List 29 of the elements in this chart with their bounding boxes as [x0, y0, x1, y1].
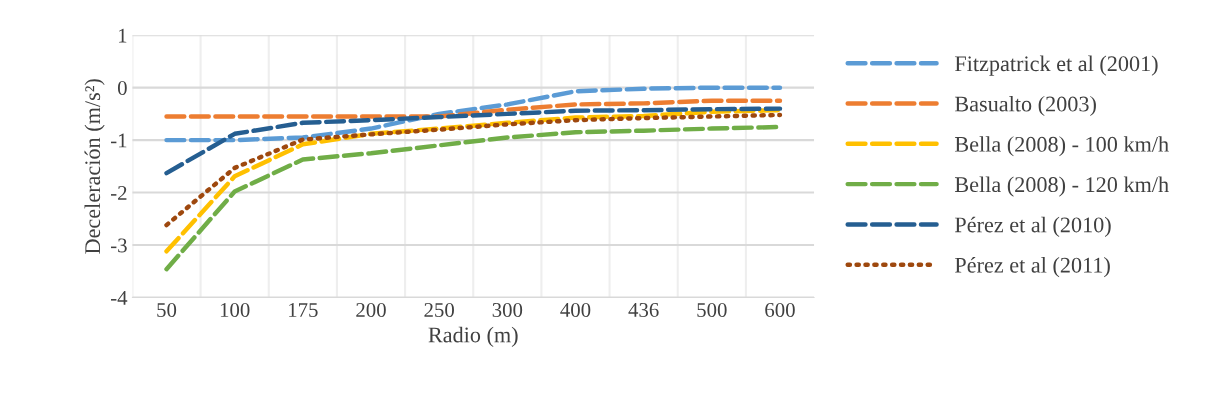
x-tick-label: 200 — [356, 302, 386, 318]
line-series — [164, 106, 783, 176]
x-tick-label: 500 — [697, 302, 727, 318]
x-tick-label: 436 — [628, 303, 659, 318]
line-series — [164, 98, 783, 119]
legend-label: Pérez et al (2011) — [954, 257, 1110, 278]
line-series — [164, 112, 783, 228]
line-series — [164, 107, 783, 254]
y-axis-title: Deceleración (m/s²) — [84, 79, 105, 254]
legend-label: Bella (2008) - 120 km/h — [954, 176, 1169, 197]
line-series — [164, 85, 783, 143]
y-tick-label: -1 — [111, 133, 127, 148]
x-tick-label: 250 — [424, 302, 454, 318]
y-tick-label: -3 — [111, 238, 127, 253]
legend-label: Pérez et al (2010) — [954, 216, 1111, 237]
x-tick-label: 300 — [492, 302, 523, 318]
legend-label: Fitzpatrick et al (2001) — [954, 55, 1158, 76]
x-tick-label: 100 — [220, 302, 250, 318]
y-tick-label: -4 — [111, 291, 128, 305]
y-tick-label: 0 — [117, 81, 127, 96]
x-axis-title: Radio (m) — [428, 326, 518, 347]
x-tick-label: 400 — [560, 302, 591, 318]
x-tick-label: 50 — [157, 302, 177, 318]
y-tick-label: -2 — [111, 186, 127, 200]
x-tick-label: 600 — [765, 302, 795, 318]
x-tick-label: 175 — [289, 303, 318, 318]
legend-label: Bella (2008) - 100 km/h — [954, 136, 1169, 157]
y-tick-label: 1 — [118, 28, 127, 43]
legend-label: Basualto (2003) — [954, 95, 1096, 117]
